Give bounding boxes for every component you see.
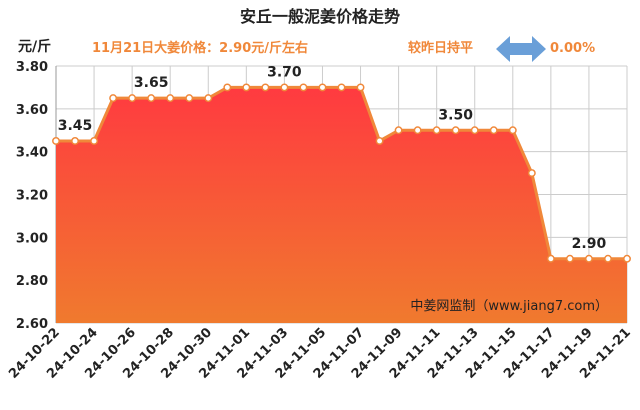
y-tick-label: 3.00 [16, 231, 48, 246]
watermark: 中姜网监制（www.jiang7.com） [410, 299, 608, 314]
data-point [147, 94, 156, 103]
data-point [623, 254, 631, 263]
data-point [204, 94, 213, 103]
data-point [318, 83, 327, 92]
change-label: 较昨日持平 [408, 40, 473, 56]
data-point [565, 254, 574, 263]
chart-title: 安丘一般泥姜价格走势 [240, 7, 400, 26]
data-label: 3.70 [267, 64, 302, 80]
data-point [90, 137, 99, 145]
data-point [356, 83, 365, 92]
data-point [128, 94, 137, 103]
data-point [299, 83, 308, 92]
data-point [242, 83, 251, 92]
data-point [375, 137, 384, 145]
data-point [413, 126, 422, 135]
y-tick-label: 3.20 [16, 189, 48, 204]
data-point [71, 137, 79, 145]
data-point [508, 126, 517, 135]
unit-label: 元/斤 [18, 38, 51, 55]
y-tick-label: 3.40 [16, 146, 48, 161]
data-point [451, 126, 460, 135]
data-point [261, 83, 270, 92]
y-tick-label: 2.80 [16, 274, 48, 289]
data-point [185, 94, 194, 103]
data-label: 3.50 [438, 107, 473, 123]
y-tick-label: 3.80 [16, 60, 48, 75]
data-point [337, 83, 346, 92]
change-value: 0.00% [550, 41, 595, 56]
data-point [166, 94, 175, 103]
double-arrow-icon [496, 36, 546, 62]
data-label: 2.90 [572, 236, 607, 252]
data-point [527, 169, 536, 178]
data-label: 3.65 [134, 75, 169, 91]
data-point [52, 137, 60, 145]
data-point [604, 254, 612, 263]
x-tick-layer: 24-10-2224-10-2424-10-2624-10-2824-10-30… [6, 325, 634, 382]
data-point [280, 83, 289, 92]
data-point [584, 254, 593, 263]
point-layer [52, 83, 631, 263]
price-note: 11月21日大姜价格：2.90元/斤左右 [92, 40, 308, 56]
data-point [394, 126, 403, 135]
y-tick-label: 3.60 [16, 103, 48, 118]
area-layer [56, 87, 627, 324]
data-point [489, 126, 498, 135]
data-point [109, 94, 118, 103]
data-point [546, 254, 555, 263]
y-tick-label: 2.60 [16, 317, 48, 332]
data-point [470, 126, 479, 135]
price-area [56, 87, 627, 324]
data-point [223, 83, 232, 92]
data-label: 3.45 [58, 118, 93, 134]
y-tick-layer: 2.60 2.80 3.00 3.20 3.40 3.60 3.80 [16, 60, 48, 332]
data-point [432, 126, 441, 135]
annotation-layer: 3.45 3.65 3.70 3.50 2.90 [58, 64, 607, 251]
